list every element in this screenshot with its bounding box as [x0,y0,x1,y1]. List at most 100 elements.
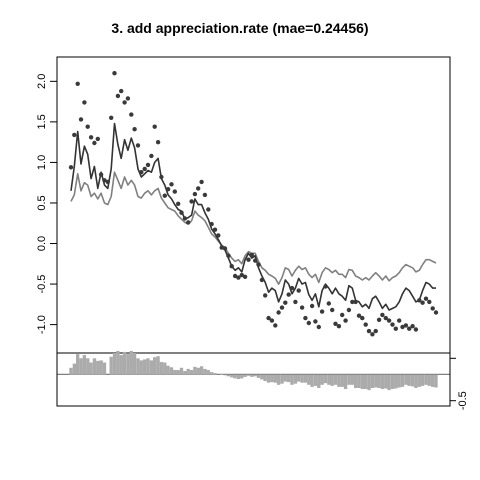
residual-bar [163,362,167,375]
data-point [370,332,375,337]
data-point [232,273,238,279]
residual-bar [203,368,207,375]
residual-bar [153,357,157,375]
data-point [236,275,241,280]
data-point [199,179,204,185]
data-point [152,124,157,129]
data-point [206,207,211,212]
data-point [366,328,372,334]
data-point [330,307,335,313]
residual-bar [260,374,264,380]
residual-bar [246,374,251,376]
data-point [410,324,415,329]
data-point [363,322,368,327]
data-point [139,170,144,175]
data-point [393,326,398,331]
data-point [293,299,298,305]
y-tick-label: -0.5 [36,275,48,294]
data-point [159,174,164,180]
data-point [306,320,311,326]
data-point [380,312,385,318]
residual-bar [199,366,204,375]
data-point [323,284,328,289]
residual-bar [176,370,180,375]
data-point [309,303,315,309]
residual-bar [347,374,351,385]
residual-bar [143,359,147,375]
data-point [336,324,342,329]
residual-bar [129,350,133,375]
data-point [155,140,161,145]
residual-bar [343,374,348,389]
residual-bar [253,374,257,377]
residual-bar [310,374,314,387]
residual-bar [427,374,431,386]
data-point [253,258,258,263]
residual-bar [297,374,301,382]
residual-bar [303,374,308,383]
data-point [433,310,439,315]
residual-bar [236,374,241,379]
residual-bar [434,374,438,388]
residual-bar [374,374,378,388]
data-point [390,322,395,327]
data-point [430,306,435,311]
residual-bar [240,374,244,379]
data-point [249,252,254,258]
data-point [219,245,224,250]
data-point [142,166,147,172]
residual-bar [169,367,174,375]
residual-bar [337,374,341,387]
sub-y-tick-label: -0.5 [457,391,469,410]
data-point [397,318,402,323]
residual-bar [327,374,331,385]
data-point [186,220,191,225]
residual-bar [354,374,358,388]
residual-bar [390,374,395,389]
residual-bar [76,354,80,375]
data-point [423,296,429,301]
y-tick-label: 2.0 [36,74,48,89]
data-point [189,199,194,204]
data-point [145,162,151,168]
residual-bar [404,374,408,385]
data-point [165,187,171,192]
y-tick-label: 0.5 [36,195,48,210]
data-point [286,292,291,297]
residual-bar [112,353,117,375]
data-point [182,216,188,221]
data-point [273,323,278,328]
data-point [289,285,295,291]
residual-bar [92,358,97,375]
residual-bar [300,374,304,383]
data-point [149,153,154,159]
data-point [72,132,77,138]
residual-bar [132,353,137,375]
residual-bar [230,374,234,378]
residual-bar [189,370,194,375]
data-point [360,315,365,321]
main-plot-panel: -1.0 -0.5 0.0 0.5 1.0 1.5 2.0 [36,56,451,354]
data-point [78,117,84,122]
data-point [417,298,422,303]
residual-bar [159,362,164,375]
data-point [102,178,107,183]
data-point [266,315,271,321]
residual-bar [193,366,197,375]
data-point [169,182,174,187]
data-point [350,299,355,305]
data-point [115,93,121,99]
data-point [229,264,234,269]
residual-bar [313,374,318,386]
data-point [192,191,198,197]
data-point [246,257,251,262]
residual-bar [394,374,398,389]
main-y-ticks: -1.0 -0.5 0.0 0.5 1.0 1.5 2.0 [36,74,57,334]
data-point [420,300,425,305]
residual-bar [109,356,113,375]
residual-bar [410,374,415,387]
residual-bar [243,374,247,377]
data-point [400,324,405,330]
data-point [279,305,285,310]
data-point [383,315,388,321]
